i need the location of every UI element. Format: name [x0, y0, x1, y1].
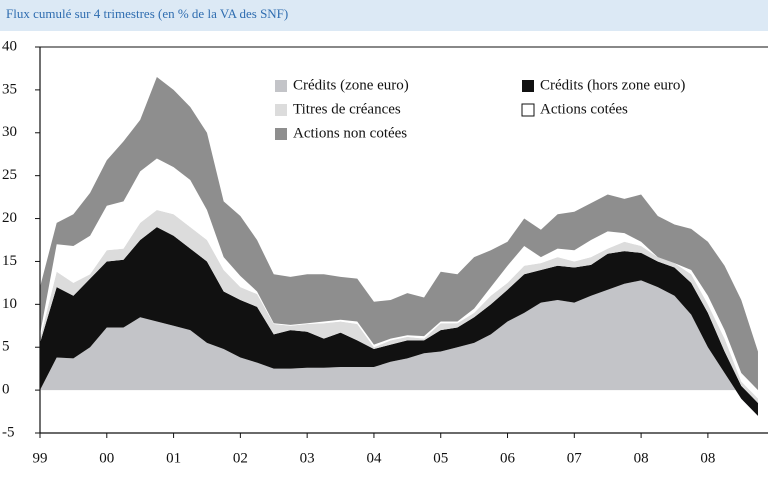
- y-tick-label: 30: [2, 124, 17, 140]
- y-tick-label: 10: [2, 296, 17, 312]
- legend-swatch: [275, 128, 287, 140]
- legend-label: Titres de créances: [293, 101, 401, 117]
- legend-swatch: [522, 80, 534, 92]
- y-tick-label: -5: [2, 424, 15, 440]
- area: [40, 77, 758, 391]
- y-tick-label: 35: [2, 81, 17, 97]
- y-tick-label: 5: [2, 339, 10, 355]
- x-tick-label: 06: [500, 450, 516, 466]
- y-tick-label: 0: [2, 382, 10, 398]
- x-tick-label: 08: [634, 450, 649, 466]
- x-tick-label: 07: [567, 450, 583, 466]
- x-tick-label: 08: [700, 450, 715, 466]
- y-tick-label: 20: [2, 210, 17, 226]
- x-tick-label: 02: [233, 450, 248, 466]
- chart-title: Flux cumulé sur 4 trimestres (en % de la…: [6, 6, 288, 21]
- legend-swatch: [275, 104, 287, 116]
- y-tick-label: 25: [2, 167, 17, 183]
- y-tick-label: 15: [2, 253, 17, 269]
- legend-swatch: [275, 80, 287, 92]
- area: [40, 280, 758, 416]
- legend-swatch: [521, 103, 535, 117]
- x-tick-label: 99: [33, 450, 48, 466]
- legend-label: Actions cotées: [540, 101, 628, 117]
- legend-label: Actions non cotées: [293, 125, 407, 141]
- area: [40, 227, 758, 416]
- y-tick-label: 40: [2, 38, 17, 54]
- legend-label: Crédits (zone euro): [293, 77, 409, 93]
- legend-label: Crédits (hors zone euro): [540, 77, 685, 93]
- header-band: [0, 0, 768, 31]
- x-tick-label: 03: [300, 450, 315, 466]
- x-tick-label: 00: [99, 450, 114, 466]
- x-tick-label: 05: [433, 450, 448, 466]
- x-tick-label: 04: [366, 450, 382, 466]
- x-tick-label: 01: [166, 450, 181, 466]
